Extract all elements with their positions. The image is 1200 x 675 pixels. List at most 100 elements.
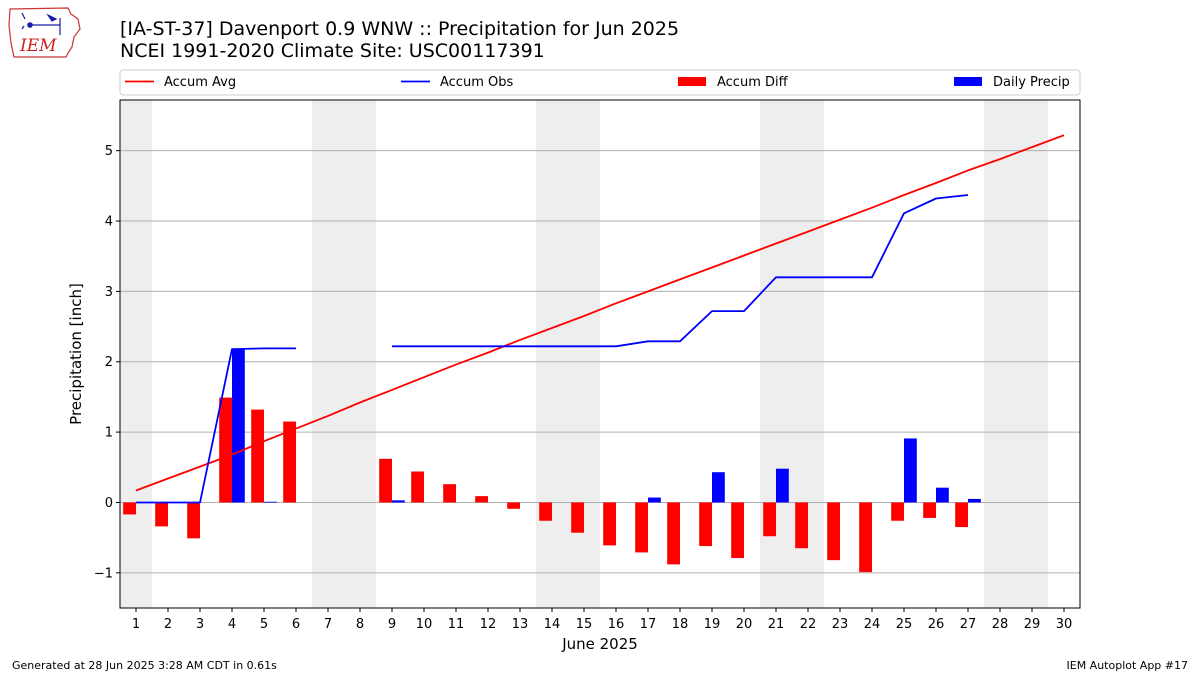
accum-diff-bar-day-21 (763, 502, 776, 537)
x-axis-label: June 2025 (561, 635, 638, 653)
accum-diff-bar-day-25 (891, 502, 904, 521)
accum-diff-bar-day-3 (187, 502, 200, 539)
x-tick-label: 21 (768, 617, 785, 632)
weekend-shade-day-29 (1016, 100, 1048, 608)
y-tick-label: 1 (105, 426, 113, 441)
x-tick-label: 28 (992, 617, 1009, 632)
legend-label-accum-diff: Accum Diff (717, 75, 789, 90)
app-credit: IEM Autoplot App #17 (1066, 659, 1189, 672)
y-tick-label: 3 (105, 285, 113, 300)
chart-subtitle: NCEI 1991-2020 Climate Site: USC00117391 (120, 40, 545, 62)
accum-diff-bar-day-11 (443, 484, 456, 503)
legend-label-daily-precip: Daily Precip (993, 75, 1070, 90)
daily-precip-bar-day-19 (712, 472, 725, 503)
x-tick-label: 18 (672, 617, 689, 632)
daily-precip-bar-day-26 (936, 487, 949, 503)
daily-precip-bar-day-4 (232, 349, 245, 503)
x-tick-label: 27 (960, 617, 977, 632)
iem-logo: IEM (8, 7, 81, 58)
weekend-shade-day-28 (984, 100, 1016, 608)
y-tick-label: 4 (105, 215, 113, 230)
accum-obs-line-segment-1 (136, 347, 296, 504)
accum-diff-bar-day-5 (251, 409, 264, 503)
accum-obs-line-segment-2 (392, 194, 969, 348)
legend-frame (119, 69, 1081, 96)
y-tick-label: 5 (105, 144, 113, 159)
grid-lines (120, 150, 1080, 574)
x-tick-label: 15 (576, 617, 593, 632)
x-tick-label: 2 (164, 617, 172, 632)
legend-label-accum-obs: Accum Obs (440, 75, 513, 90)
accum-diff-bar-day-19 (699, 502, 712, 547)
x-tick-label: 24 (864, 617, 881, 632)
x-tick-label: 20 (736, 617, 753, 632)
weekend-shade-day-8 (344, 100, 376, 608)
x-tick-label: 30 (1056, 617, 1073, 632)
weather-station-icon (21, 12, 61, 35)
accum-diff-bar-day-13 (507, 502, 520, 509)
x-tick-label: 17 (640, 617, 657, 632)
x-tick-label: 25 (896, 617, 913, 632)
x-tick-label: 22 (800, 617, 817, 632)
weekend-shade-day-14 (536, 100, 568, 608)
y-tick-label: 2 (105, 355, 113, 370)
x-tick-label: 7 (324, 617, 332, 632)
x-tick-label: 14 (544, 617, 561, 632)
accum-diff-bar-day-1 (123, 502, 136, 515)
accum-diff-bar-day-26 (923, 502, 936, 518)
daily-precip-bar-day-9 (392, 500, 405, 503)
accum-diff-bar-day-2 (155, 502, 168, 527)
y-axis-label: Precipitation [inch] (67, 283, 85, 425)
chart-title: [IA-ST-37] Davenport 0.9 WNW :: Precipit… (120, 18, 680, 40)
accum-diff-bar-day-12 (475, 496, 488, 503)
bars (123, 349, 981, 573)
accum-diff-bar-day-16 (603, 502, 616, 546)
accum-diff-bar-day-9 (379, 458, 392, 503)
legend-label-accum-avg: Accum Avg (164, 75, 236, 90)
daily-precip-bar-day-17 (648, 497, 661, 503)
generated-timestamp: Generated at 28 Jun 2025 3:28 AM CDT in … (12, 659, 277, 672)
x-tick-label: 26 (928, 617, 945, 632)
daily-precip-bar-day-27 (968, 498, 981, 503)
iowa-outline-icon (8, 7, 81, 58)
x-tick-label: 4 (228, 617, 236, 632)
x-tick-label: 9 (388, 617, 396, 632)
daily-precip-bar-day-5 (264, 501, 277, 503)
x-tick-label: 6 (292, 617, 300, 632)
accum-avg-line (135, 134, 1065, 492)
accum-diff-bar-day-20 (731, 502, 744, 559)
daily-precip-bar-day-21 (776, 468, 789, 503)
x-tick-label: 11 (448, 617, 465, 632)
accum-diff-bar-day-18 (667, 502, 680, 565)
weekend-shade-day-1 (120, 100, 152, 608)
logo-text: IEM (19, 36, 57, 56)
x-tick-label: 16 (608, 617, 625, 632)
x-tick-label: 13 (512, 617, 529, 632)
y-tick-label: −1 (94, 566, 113, 581)
y-tick-label: 0 (105, 496, 113, 511)
x-tick-label: 10 (416, 617, 433, 632)
plot-frame (119, 99, 1081, 609)
accum-diff-bar-day-17 (635, 502, 648, 553)
x-tick-label: 8 (356, 617, 364, 632)
x-tick-label: 19 (704, 617, 721, 632)
x-tick-label: 12 (480, 617, 497, 632)
weekend-shade-day-7 (312, 100, 344, 608)
x-tick-label: 29 (1024, 617, 1041, 632)
daily-precip-bar-day-25 (904, 438, 917, 503)
accum-diff-bar-day-22 (795, 502, 808, 549)
accum-diff-bar-day-4 (219, 397, 232, 503)
accum-diff-bar-day-10 (411, 471, 424, 503)
x-tick-label: 1 (132, 617, 140, 632)
series-lines (135, 134, 1065, 504)
legend: Accum Avg Accum Obs Accum Diff Daily Precip (119, 69, 1081, 96)
legend-swatch-daily-precip (954, 77, 982, 86)
x-tick-label: 23 (832, 617, 849, 632)
accum-diff-bar-day-14 (539, 502, 552, 521)
legend-swatch-accum-diff (678, 77, 706, 86)
x-tick-label: 3 (196, 617, 204, 632)
accum-diff-bar-day-24 (859, 502, 872, 573)
x-tick-label: 5 (260, 617, 268, 632)
